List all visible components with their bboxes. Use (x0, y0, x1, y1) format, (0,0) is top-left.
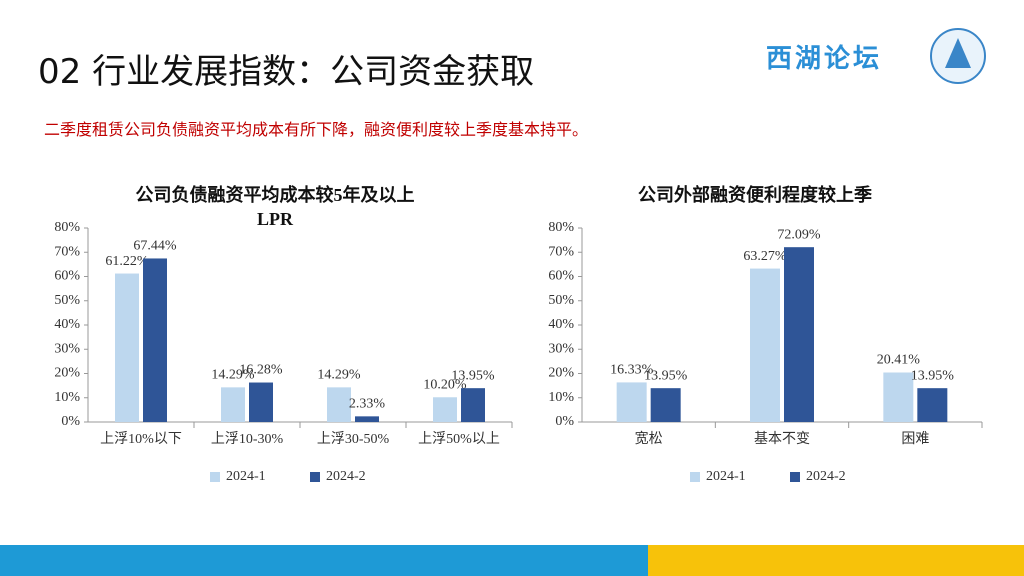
y-tick-label: 20% (548, 366, 574, 381)
bar (327, 387, 351, 422)
y-tick-label: 10% (54, 390, 80, 405)
slide-title: 02 行业发展指数：公司资金获取 (38, 52, 535, 92)
y-tick-label: 0% (61, 414, 80, 429)
value-label: 20.41% (877, 353, 921, 368)
value-label: 2.33% (349, 397, 386, 412)
bar (883, 372, 914, 422)
y-tick-label: 10% (548, 390, 574, 405)
x-tick-label: 上浮30-50% (317, 431, 390, 447)
y-tick-label: 30% (54, 341, 80, 356)
logo-text: 西湖论坛 (766, 44, 883, 74)
bar (143, 258, 167, 422)
bar (433, 397, 457, 422)
y-tick-label: 0% (555, 414, 574, 429)
y-tick-label: 70% (548, 244, 574, 259)
x-tick-label: 基本不变 (754, 430, 810, 447)
bar (616, 382, 647, 422)
y-tick-label: 50% (548, 293, 574, 308)
legend-label: 2024-2 (326, 469, 366, 484)
bar (461, 388, 485, 422)
y-tick-label: 50% (54, 293, 80, 308)
y-tick-label: 70% (54, 244, 80, 259)
value-label: 14.29% (211, 368, 255, 383)
logo-emblem (930, 28, 986, 84)
legend-label: 2024-1 (706, 469, 746, 484)
subtitle: 二季度租赁公司负债融资平均成本有所下降，融资便利度较上季度基本持平。 (44, 120, 589, 139)
bar (917, 388, 948, 422)
value-label: 61.22% (105, 254, 149, 269)
bar (784, 247, 814, 422)
bar (355, 416, 379, 422)
y-tick-label: 80% (54, 220, 80, 235)
x-tick-label: 上浮10-30% (211, 431, 284, 447)
footer-bar-yellow (648, 545, 1024, 576)
y-tick-label: 60% (54, 269, 80, 284)
legend-label: 2024-1 (226, 469, 266, 484)
bar (750, 268, 780, 422)
y-tick-label: 20% (54, 366, 80, 381)
value-label: 67.44% (133, 239, 177, 254)
y-tick-label: 60% (548, 269, 574, 284)
value-label: 16.28% (239, 363, 283, 378)
value-label: 63.27% (743, 249, 787, 264)
bar (115, 273, 139, 422)
footer-bar-blue (0, 545, 648, 576)
value-label: 16.33% (610, 363, 654, 378)
x-tick-label: 困难 (901, 431, 929, 447)
x-tick-label: 上浮10%以下 (100, 431, 182, 447)
y-tick-label: 80% (548, 220, 574, 235)
bar (221, 387, 245, 422)
legend-swatch (790, 472, 800, 482)
chart-title: 公司外部融资便利程度较上季 (638, 185, 872, 205)
value-label: 13.95% (911, 368, 955, 383)
y-tick-label: 30% (548, 341, 574, 356)
value-label: 72.09% (777, 227, 821, 242)
y-tick-label: 40% (54, 317, 80, 332)
legend-swatch (310, 472, 320, 482)
bar (650, 388, 681, 422)
x-tick-label: 上浮50%以上 (418, 431, 500, 447)
chart-title: 公司负债融资平均成本较5年及以上LPR (135, 185, 415, 229)
value-label: 10.20% (423, 377, 467, 392)
value-label: 14.29% (317, 368, 361, 383)
value-label: 13.95% (451, 368, 495, 383)
legend-swatch (690, 472, 700, 482)
legend-label: 2024-2 (806, 469, 846, 484)
x-tick-label: 宽松 (635, 430, 663, 447)
bar (249, 382, 273, 422)
value-label: 13.95% (644, 368, 688, 383)
y-tick-label: 40% (548, 317, 574, 332)
legend-swatch (210, 472, 220, 482)
